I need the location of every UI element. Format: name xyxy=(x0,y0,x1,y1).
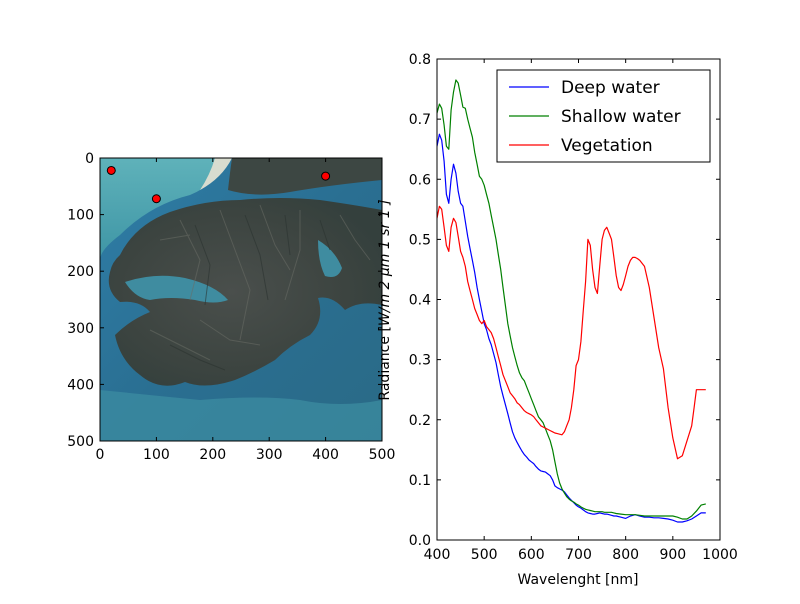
valley-texture xyxy=(169,214,331,371)
legend-label-vegetation: Vegetation xyxy=(561,136,653,156)
image-x-tick-label: 400 xyxy=(312,447,339,463)
y-axis-label-head: Radiance [ xyxy=(377,326,393,400)
plot-x-tick-label: 700 xyxy=(565,547,592,563)
plot-y-tick-label: 0.7 xyxy=(409,112,431,128)
y-axis-label-units: W/m 2 μm 1 sr 1 ] xyxy=(377,199,393,326)
image-x-tick-label: 0 xyxy=(96,447,105,463)
shallow-bay xyxy=(100,158,230,260)
satellite-image-panel xyxy=(100,158,382,441)
plot-x-tick-label: 1000 xyxy=(702,547,738,563)
legend-label-deep-water: Deep water xyxy=(561,78,660,98)
image-x-ticks: 0 100 200 300 400 500 xyxy=(96,158,396,463)
image-x-tick-label: 300 xyxy=(256,447,283,463)
ridge-texture xyxy=(149,204,371,361)
plot-x-tick-label: 600 xyxy=(518,547,545,563)
sample-markers xyxy=(106,165,331,204)
image-x-tick-label: 500 xyxy=(369,447,396,463)
eastern-bay xyxy=(318,240,342,277)
plot-x-tick-label: 900 xyxy=(659,547,686,563)
series-line-vegetation xyxy=(437,205,706,460)
image-axes-frame xyxy=(99,157,383,442)
sample-point-marker xyxy=(151,194,161,204)
image-x-tick-label: 200 xyxy=(199,447,226,463)
plot-y-tick-label: 0.4 xyxy=(409,293,431,309)
sample-point-marker xyxy=(106,165,116,175)
series-line-deep-water xyxy=(437,133,706,523)
image-y-ticks: 0 100 200 300 400 500 xyxy=(67,151,382,450)
peninsula xyxy=(108,198,382,386)
plot-y-tick-label: 0.8 xyxy=(409,52,431,68)
plot-y-tick-label: 0.3 xyxy=(409,353,431,369)
plot-y-tick-label: 0.2 xyxy=(409,413,431,429)
plot-y-tick-label: 0.5 xyxy=(409,232,431,248)
plot-y-ticks: 0.0 0.1 0.2 0.3 0.4 0.5 0.6 0.7 0.8 xyxy=(409,52,720,549)
series-layer xyxy=(437,79,706,523)
inner-harbour xyxy=(125,275,228,303)
plot-x-ticks: 400 500 600 700 800 900 1000 xyxy=(424,59,738,563)
plot-y-tick-label: 0.0 xyxy=(409,533,431,549)
sand-spit xyxy=(200,158,232,190)
image-x-tick-label: 100 xyxy=(143,447,170,463)
series-line-shallow-water xyxy=(437,79,706,520)
plot-x-tick-label: 800 xyxy=(612,547,639,563)
top-landmass xyxy=(228,158,382,195)
image-y-tick-label: 300 xyxy=(67,321,94,337)
image-y-tick-label: 200 xyxy=(67,264,94,280)
image-y-tick-label: 0 xyxy=(85,151,94,167)
image-y-tick-label: 100 xyxy=(67,208,94,224)
x-axis-label: Wavelenght [nm] xyxy=(518,572,639,588)
plot-y-tick-label: 0.6 xyxy=(409,172,431,188)
y-axis-label: Radiance [W/m 2 μm 1 sr 1 ] xyxy=(377,199,393,400)
sample-point-marker xyxy=(321,171,331,181)
plot-x-tick-label: 500 xyxy=(471,547,498,563)
legend-label-shallow-water: Shallow water xyxy=(561,107,681,127)
image-y-tick-label: 500 xyxy=(67,434,94,450)
image-y-tick-label: 400 xyxy=(67,377,94,393)
plot-y-tick-label: 0.1 xyxy=(409,473,431,489)
legend: Deep water Shallow water Vegetation xyxy=(496,69,711,163)
coastal-plume xyxy=(100,390,382,441)
plot-x-tick-label: 400 xyxy=(424,547,451,563)
